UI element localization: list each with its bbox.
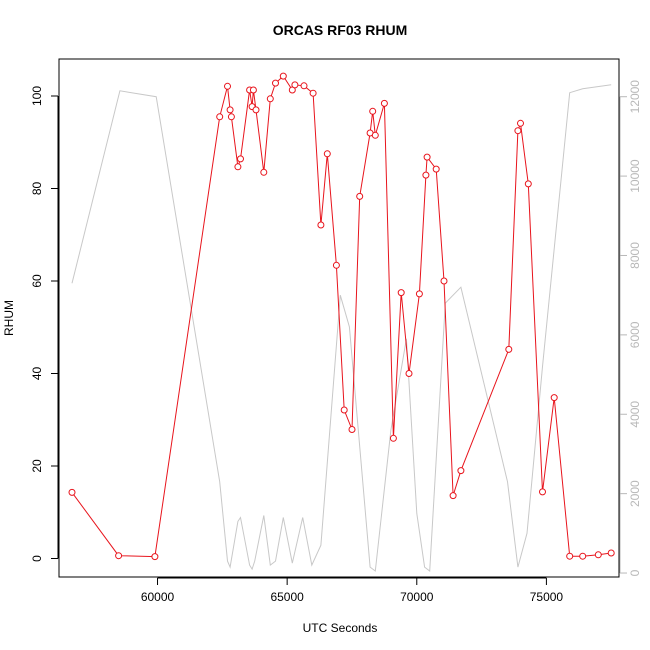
y-tick-label: 40: [30, 367, 44, 381]
secondary-series-line: [71, 84, 612, 572]
rhum-data-point: [309, 89, 317, 97]
rhum-data-point: [524, 180, 532, 188]
x-axis-label: UTC Seconds: [303, 621, 378, 635]
y-tick-label: 0: [30, 555, 44, 562]
y2-tick-label: 2000: [628, 480, 642, 507]
rhum-data-point: [517, 119, 524, 127]
rhum-data-point: [227, 113, 235, 121]
rhum-series-line: [71, 75, 612, 558]
rhum-data-point: [272, 79, 279, 87]
rhum-data-point: [115, 552, 123, 560]
rhum-data-point: [579, 552, 587, 560]
chart-title: ORCAS RF03 RHUM: [273, 22, 408, 38]
rhum-data-point: [279, 72, 287, 80]
rhum-data-point: [237, 155, 244, 163]
rhum-data-point: [594, 551, 602, 559]
rhum-data-point: [369, 107, 377, 115]
rhum-data-point: [356, 192, 364, 200]
rhum-data-point: [68, 488, 76, 496]
x-tick-label: 65000: [270, 590, 304, 604]
y2-tick-label: 4000: [628, 401, 642, 428]
rhum-data-point: [449, 492, 457, 500]
y2-tick-label: 8000: [628, 242, 642, 269]
rhum-data-point: [539, 488, 546, 496]
rhum-data-point: [332, 261, 340, 269]
x-tick-label: 70000: [400, 590, 434, 604]
rhum-data-point: [323, 150, 331, 158]
axes-layer: 60000 65000 70000 75000 0 20 40 60 80 100 0 2000 400…: [30, 80, 642, 604]
rhum-data-point: [514, 127, 522, 135]
rhum-data-point: [348, 426, 356, 433]
y2-tick-label: 0: [628, 569, 642, 576]
rhum-data-point: [380, 99, 388, 107]
rhum-data-point: [432, 165, 440, 173]
y2-tick-label: 12000: [628, 80, 642, 114]
rhum-data-point: [300, 82, 308, 90]
y-tick-label: 20: [30, 459, 44, 473]
y-tick-label: 80: [30, 182, 44, 196]
y-axis-label: RHUM: [2, 300, 16, 336]
y-tick-label: 60: [30, 274, 44, 288]
rhum-data-point: [457, 467, 465, 475]
rhum-data-point: [423, 153, 431, 161]
rhum-data-point: [415, 290, 423, 298]
rhum-data-point: [550, 394, 558, 402]
y-tick-label: 100: [30, 86, 44, 106]
rhum-data-point: [440, 277, 448, 285]
rhum-data-point: [422, 171, 430, 179]
rhum-data-point: [224, 82, 231, 90]
rhum-data-point: [249, 86, 257, 94]
y2-tick-label: 10000: [628, 159, 642, 193]
rhum-data-point: [566, 552, 574, 560]
plot-area-border: [58, 58, 620, 578]
rhum-data-point: [291, 81, 299, 89]
rhum-data-point: [151, 553, 159, 561]
rhum-data-point: [226, 106, 234, 114]
rhum-data-point: [317, 221, 325, 229]
x-tick-label: 75000: [530, 590, 564, 604]
y2-tick-label: 6000: [628, 321, 642, 348]
rhum-data-point: [607, 549, 615, 557]
rhum-data-point: [234, 163, 242, 171]
rhum-data-point: [397, 289, 405, 297]
rhum-data-point: [389, 434, 397, 442]
rhum-data-point: [505, 345, 513, 353]
series-layer: [68, 72, 615, 572]
rhum-data-point: [266, 95, 274, 103]
rhum-data-point: [260, 168, 268, 176]
rhum-data-point: [340, 406, 348, 414]
rhum-data-point: [252, 106, 260, 114]
rhum-data-point: [216, 113, 224, 121]
rhum-data-point: [371, 131, 379, 139]
rhum-data-point: [405, 370, 413, 377]
x-tick-label: 60000: [141, 590, 175, 604]
